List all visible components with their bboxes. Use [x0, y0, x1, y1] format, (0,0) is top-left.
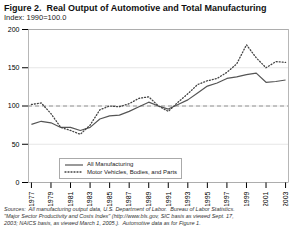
svg-text:200: 200 [8, 26, 20, 33]
svg-text:1993: 1993 [184, 192, 191, 207]
html-text:Sources: All manufacturing out: Sources: All manufacturing output data, … [4, 206, 235, 226]
svg-text:1989: 1989 [145, 192, 152, 207]
svg-text:1999: 1999 [243, 192, 250, 207]
svg-text:1987: 1987 [125, 192, 132, 207]
svg-text:0: 0 [16, 179, 20, 186]
svg-text:1983: 1983 [86, 192, 93, 207]
svg-text:1977: 1977 [28, 192, 35, 207]
svg-text:2001: 2001 [262, 192, 269, 207]
svg-text:1981: 1981 [67, 192, 74, 207]
svg-text:1995: 1995 [204, 192, 211, 207]
html-text:All Manufacturing: All Manufacturing [87, 160, 134, 167]
html-text:Motor Vehicles, Bodies, and Pa: Motor Vehicles, Bodies, and Parts [87, 168, 177, 175]
svg-text:1997: 1997 [223, 192, 230, 207]
svg-text:1979: 1979 [47, 192, 54, 207]
svg-text:50: 50 [12, 141, 20, 148]
svg-text:2003: 2003 [282, 192, 289, 207]
html-text:Figure 2. Real Output of Autom: Figure 2. Real Output of Automotive and … [4, 3, 267, 13]
svg-text:150: 150 [8, 64, 20, 71]
svg-text:1985: 1985 [106, 192, 113, 207]
svg-text:1991: 1991 [165, 192, 172, 207]
svg-text:100: 100 [8, 103, 20, 110]
html-text:Index: 1990=100.0: Index: 1990=100.0 [4, 13, 67, 23]
